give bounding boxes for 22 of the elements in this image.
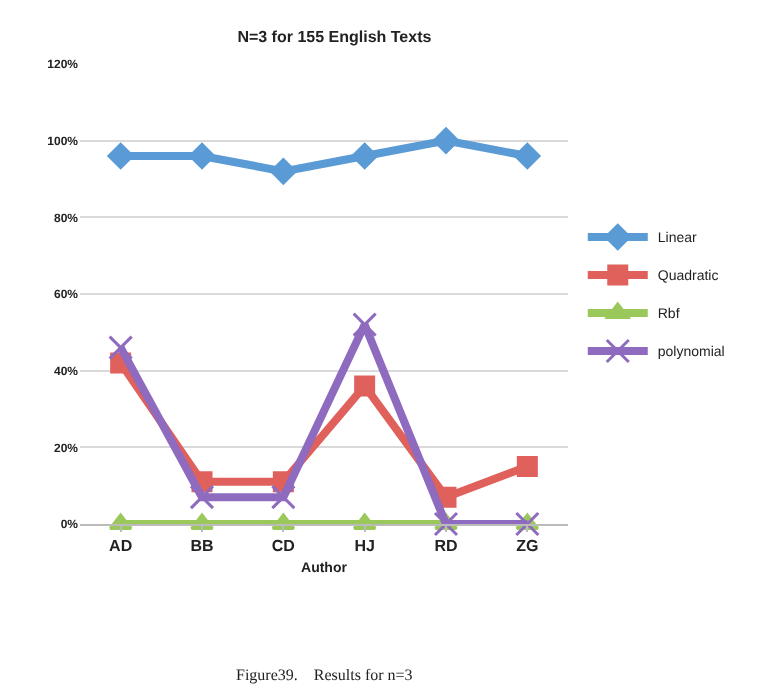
- x-tick-label: HJ: [354, 537, 375, 556]
- point: [432, 127, 460, 154]
- chart-title: N=3 for 155 English Texts: [237, 27, 433, 46]
- point: [516, 456, 538, 477]
- point: [188, 142, 216, 170]
- point: [514, 511, 540, 537]
- point: [352, 312, 378, 338]
- point: [270, 484, 296, 510]
- x-tick-label: RD: [434, 537, 458, 556]
- point: [270, 158, 297, 185]
- x-tick-label: AD: [109, 537, 133, 556]
- x-tick-label: ZG: [516, 537, 539, 556]
- x-tick-label: CD: [271, 537, 296, 556]
- point: [514, 142, 541, 170]
- point: [107, 142, 134, 170]
- point: [354, 375, 376, 397]
- point: [351, 142, 378, 170]
- caption: Figure39. Results for n=3: [236, 666, 413, 684]
- point: [108, 335, 134, 361]
- point: [433, 511, 459, 537]
- x-tick-label: BB: [190, 537, 214, 556]
- point: [189, 484, 215, 510]
